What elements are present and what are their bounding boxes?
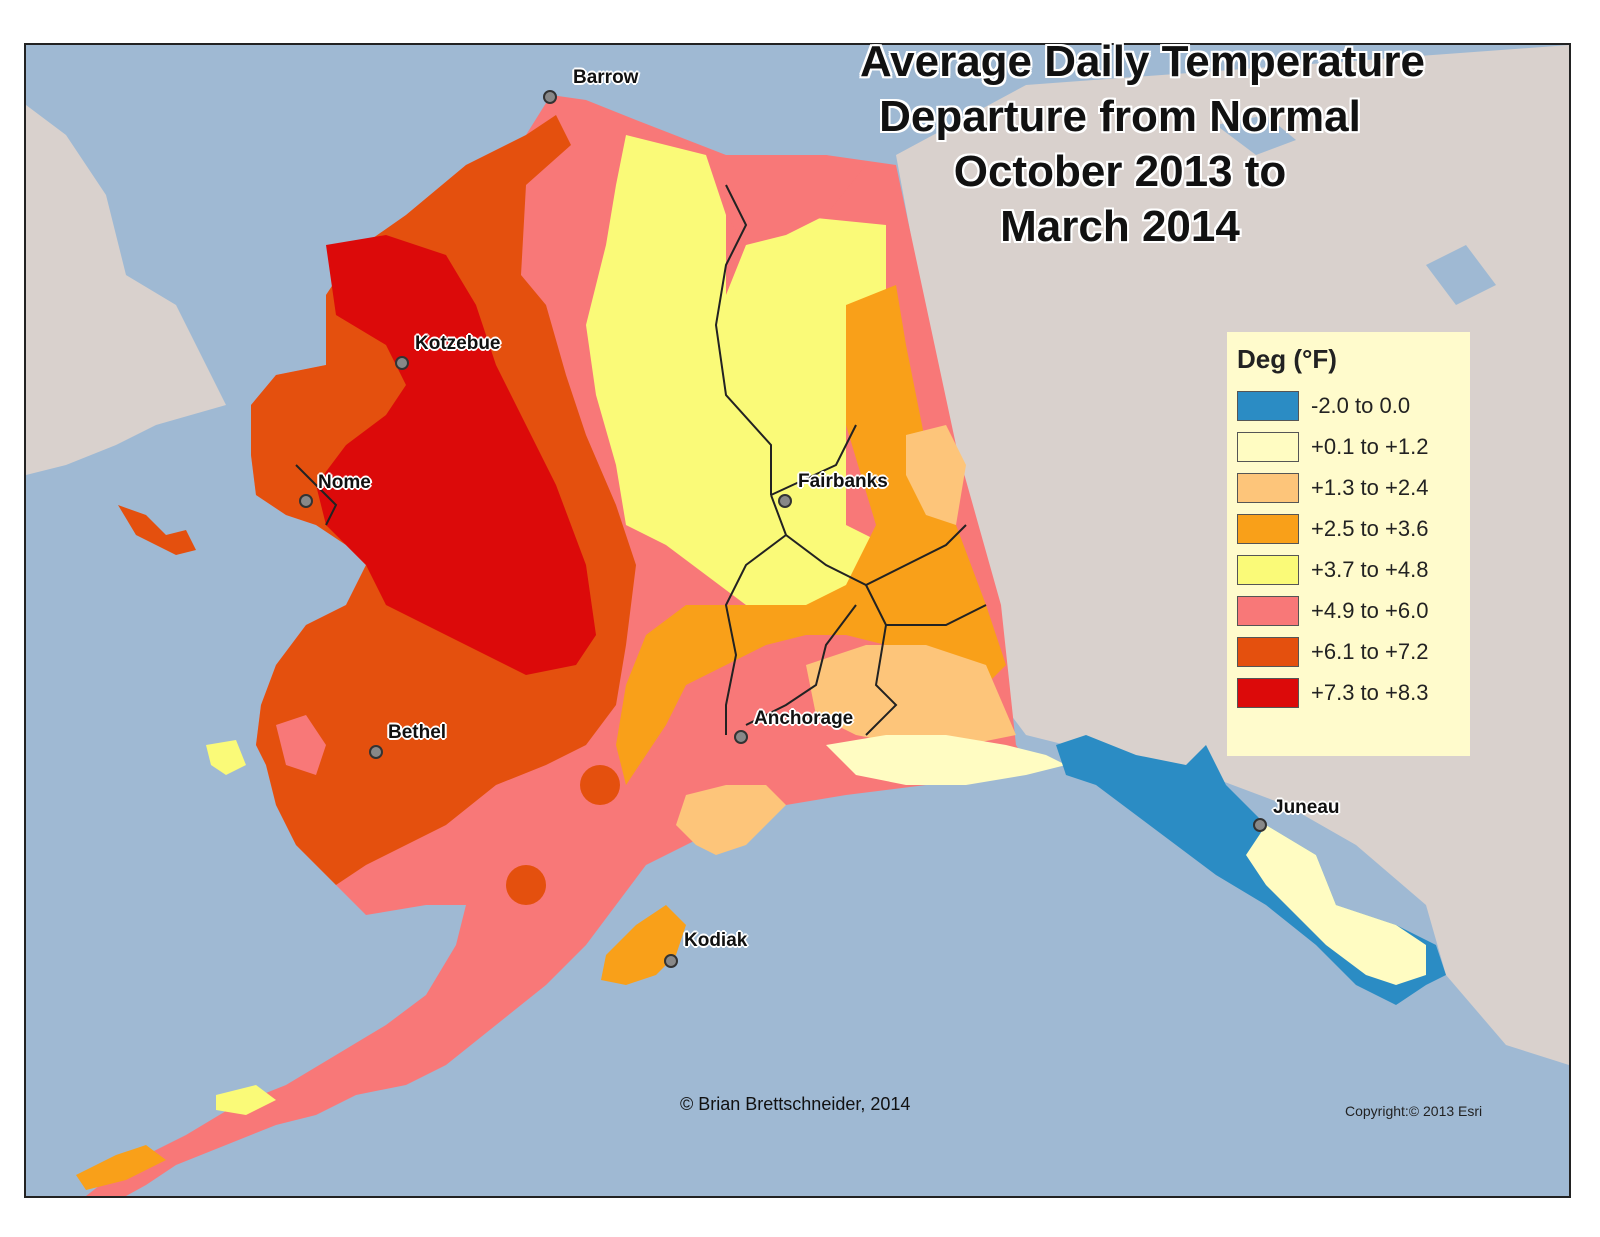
city-label-kodiak: Kodiak	[684, 930, 748, 951]
author-credit: © Brian Brettschneider, 2014	[680, 1094, 911, 1114]
zone-red-seward	[256, 385, 376, 475]
legend-swatch	[1237, 472, 1299, 503]
zone-yellow-north	[586, 135, 926, 625]
legend-swatch	[1237, 513, 1299, 544]
legend-label: +4.9 to +6.0	[1311, 597, 1429, 623]
zone-red-core	[316, 235, 596, 675]
city-marker-kotzebue	[395, 356, 409, 370]
pribilof-islands	[206, 740, 246, 775]
legend-panel: Deg (°F) -2.0 to 0.0 +0.1 to +1.2 +1.3 t…	[1227, 332, 1470, 756]
zone-light-orange-east	[906, 425, 966, 525]
zone-lightyellow-coast	[826, 735, 1066, 785]
legend-label: +1.3 to +2.4	[1311, 474, 1429, 500]
basemap-credit: Copyright:© 2013 Esri	[1345, 1103, 1483, 1119]
city-marker-bethel	[369, 745, 383, 759]
legend-swatch	[1237, 554, 1299, 585]
city-label-nome: Nome	[318, 472, 371, 493]
city-marker-anchorage	[734, 730, 748, 744]
city-marker-barrow	[543, 90, 557, 104]
legend-row: +6.1 to +7.2	[1237, 631, 1460, 672]
city-label-juneau: Juneau	[1273, 797, 1340, 818]
zone-orange-east	[616, 285, 1006, 785]
title-line-2: Departure from Normal	[879, 92, 1361, 141]
title-line-1: Average Daily Temperature	[860, 37, 1425, 86]
aleutian-orange-1	[76, 1145, 166, 1190]
legend-row: +7.3 to +8.3	[1237, 672, 1460, 713]
legend-row: +2.5 to +3.6	[1237, 508, 1460, 549]
city-marker-nome	[299, 494, 313, 508]
legend-swatch	[1237, 390, 1299, 421]
kodiak-island	[601, 905, 686, 985]
legend-swatch	[1237, 636, 1299, 667]
legend-row: -2.0 to 0.0	[1237, 385, 1460, 426]
city-label-kotzebue: Kotzebue	[415, 333, 501, 354]
zone-light-orange-kenai	[676, 785, 786, 855]
city-marker-juneau	[1253, 818, 1267, 832]
zone-pink-northeast	[726, 155, 866, 245]
legend-swatch	[1237, 677, 1299, 708]
legend-row: +4.9 to +6.0	[1237, 590, 1460, 631]
title-line-4: March 2014	[1000, 202, 1240, 251]
legend-label: +7.3 to +8.3	[1311, 679, 1429, 705]
city-label-anchorage: Anchorage	[754, 708, 854, 729]
legend-swatch	[1237, 431, 1299, 462]
legend-label: +6.1 to +7.2	[1311, 638, 1429, 664]
zone-red-spot-2	[506, 865, 546, 905]
zone-southeast-cream	[1246, 825, 1426, 985]
canada-lake-1	[1216, 115, 1296, 155]
city-label-barrow: Barrow	[573, 67, 639, 88]
legend-label: +2.5 to +3.6	[1311, 515, 1429, 541]
st-lawrence-island	[118, 505, 196, 555]
city-label-fairbanks: Fairbanks	[798, 471, 888, 492]
legend-row: +0.1 to +1.2	[1237, 426, 1460, 467]
city-marker-kodiak	[664, 954, 678, 968]
legend-label: +0.1 to +1.2	[1311, 433, 1429, 459]
nunivak-island	[276, 715, 326, 775]
zone-red-spot-1	[580, 765, 620, 805]
aleutian-cream-1	[216, 1085, 276, 1115]
legend-label: +3.7 to +4.8	[1311, 556, 1429, 582]
russia-land	[26, 105, 226, 475]
city-marker-fairbanks	[778, 494, 792, 508]
canada-lake-2	[1426, 245, 1496, 305]
legend-row: +3.7 to +4.8	[1237, 549, 1460, 590]
legend-label: -2.0 to 0.0	[1311, 392, 1411, 418]
legend-swatch	[1237, 595, 1299, 626]
legend-row: +1.3 to +2.4	[1237, 467, 1460, 508]
zone-light-orange-south	[806, 645, 1016, 745]
city-label-bethel: Bethel	[388, 722, 447, 743]
map-title: Average Daily Temperature Departure from…	[860, 34, 1425, 254]
road-network	[295, 184, 987, 736]
title-line-3: October 2013 to	[953, 147, 1287, 196]
legend-title: Deg (°F)	[1237, 344, 1337, 374]
